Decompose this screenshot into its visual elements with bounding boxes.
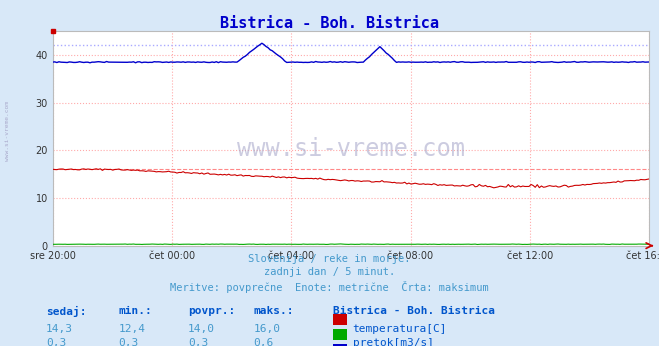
Text: Meritve: povprečne  Enote: metrične  Črta: maksimum: Meritve: povprečne Enote: metrične Črta:… (170, 281, 489, 293)
Text: Bistrica - Boh. Bistrica: Bistrica - Boh. Bistrica (220, 16, 439, 30)
Text: pretok[m3/s]: pretok[m3/s] (353, 338, 434, 346)
Text: 0,3: 0,3 (46, 338, 67, 346)
Text: povpr.:: povpr.: (188, 306, 235, 316)
Text: 0,3: 0,3 (188, 338, 208, 346)
Text: sedaj:: sedaj: (46, 306, 86, 317)
Text: 0,3: 0,3 (119, 338, 139, 346)
Text: 14,3: 14,3 (46, 324, 73, 334)
Text: 0,6: 0,6 (254, 338, 274, 346)
Text: Bistrica - Boh. Bistrica: Bistrica - Boh. Bistrica (333, 306, 495, 316)
Text: zadnji dan / 5 minut.: zadnji dan / 5 minut. (264, 267, 395, 277)
Text: www.si-vreme.com: www.si-vreme.com (5, 101, 11, 162)
Text: Slovenija / reke in morje.: Slovenija / reke in morje. (248, 254, 411, 264)
Text: 12,4: 12,4 (119, 324, 146, 334)
Text: 14,0: 14,0 (188, 324, 215, 334)
Text: 16,0: 16,0 (254, 324, 281, 334)
Text: temperatura[C]: temperatura[C] (353, 324, 447, 334)
Text: maks.:: maks.: (254, 306, 294, 316)
Text: www.si-vreme.com: www.si-vreme.com (237, 137, 465, 161)
Text: min.:: min.: (119, 306, 152, 316)
